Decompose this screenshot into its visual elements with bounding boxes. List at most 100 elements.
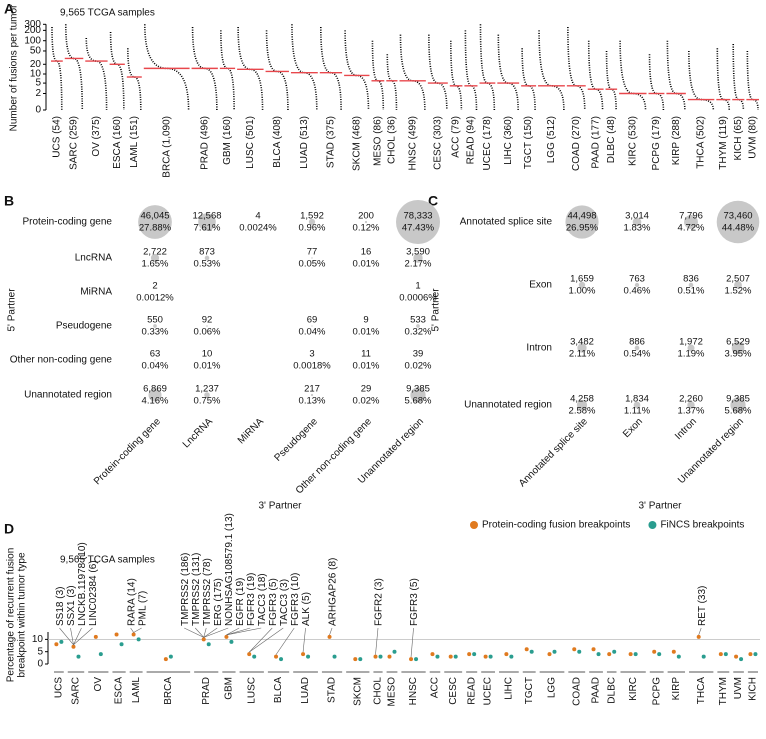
y-tick-label: 2	[35, 88, 41, 99]
breakpoint-dot	[718, 652, 723, 657]
bubble	[308, 218, 316, 226]
annotation: FGFR3 (5)	[409, 578, 420, 626]
x-tick-label: KICH (65)	[733, 116, 744, 160]
percent-label: 47.43%	[402, 223, 435, 234]
row-label: Annotated splice site	[460, 217, 553, 228]
count-label: 63	[150, 349, 161, 360]
breakpoint-dot	[657, 652, 662, 657]
count-label: 1,972	[679, 337, 703, 348]
bubble	[396, 200, 440, 244]
fusion-curve	[371, 40, 385, 111]
percent-label: 0.04%	[142, 361, 169, 372]
annotation-category: STAD	[332, 625, 358, 636]
x-tick-label: PAAD	[591, 677, 602, 704]
fusion-curve	[399, 34, 426, 111]
percent-label: 7.61%	[194, 223, 221, 234]
bubble	[310, 393, 314, 397]
bubble	[204, 392, 210, 398]
x-tick-label: SARC	[71, 677, 82, 705]
fusion-curve	[265, 30, 289, 111]
annotation: LNCKB.11978 (10)	[77, 542, 88, 626]
fusion-curve	[716, 48, 731, 111]
annotation-leader	[698, 627, 702, 636]
x-tick-label: ACC	[430, 677, 441, 698]
annotation: FGFR3 (19)	[246, 573, 257, 626]
breakpoint-dot	[453, 654, 458, 659]
legend-label: Protein-coding fusion breakpoints	[482, 520, 630, 531]
bubble	[687, 401, 695, 409]
percent-label: 0.46%	[624, 286, 651, 297]
fusion-curve	[648, 54, 665, 111]
percent-label: 44.48%	[722, 223, 755, 234]
fusion-curve	[319, 27, 342, 111]
y-tick-label: 0	[35, 105, 41, 116]
percent-label: 3.95%	[725, 349, 752, 360]
bubble	[206, 325, 208, 327]
y-axis-title: Number of fusions per tumor	[9, 4, 20, 131]
percent-label: 0.0018%	[293, 361, 331, 372]
y-tick-label: 50	[30, 46, 42, 57]
x-tick-label: UCS	[54, 677, 65, 698]
x-tick-label: MESO (86)	[373, 116, 384, 166]
count-label: 44,498	[567, 211, 596, 222]
percent-label: 0.12%	[353, 223, 380, 234]
x-tick-label: THYM (119)	[718, 116, 729, 170]
percent-label: 0.02%	[405, 361, 432, 372]
x-tick-label: CHOL (36)	[387, 116, 398, 164]
breakpoint-dot	[552, 649, 557, 654]
x-tick-label: PRAD	[201, 677, 212, 705]
breakpoint-dot	[353, 657, 358, 662]
breakpoint-dot	[607, 652, 612, 657]
annotation: RET (33)	[697, 586, 708, 626]
count-label: 2,722	[143, 247, 167, 258]
breakpoint-dot	[529, 649, 534, 654]
breakpoint-dot	[168, 654, 173, 659]
x-tick-label: SKCM (468)	[351, 116, 362, 171]
fusion-curve	[587, 40, 604, 111]
x-tick-label: KICH	[748, 677, 759, 701]
annotation: RARA (14)	[126, 578, 137, 626]
x-tick-label: KIRC	[628, 677, 639, 701]
count-label: 69	[307, 315, 318, 326]
breakpoint-dot	[332, 654, 337, 659]
x-tick-label: CHOL	[373, 677, 384, 705]
percent-label: 5.68%	[725, 406, 752, 417]
count-label: 1	[415, 281, 420, 292]
annotation-leader	[195, 627, 204, 638]
count-label: 533	[410, 315, 426, 326]
count-label: 2,260	[679, 394, 703, 405]
bubble	[410, 387, 426, 403]
count-label: 200	[358, 211, 374, 222]
column-label: Intron	[673, 416, 699, 442]
percent-label: 0.33%	[142, 327, 169, 338]
panel-a-title: 9,565 TCGA samples	[60, 8, 155, 19]
y-axis-title: 5' Partner	[7, 288, 18, 332]
percent-label: 0.06%	[194, 327, 221, 338]
bubble	[413, 253, 423, 263]
annotation-leader	[203, 627, 207, 638]
annotation-leader	[184, 627, 204, 638]
count-label: 46,045	[140, 211, 169, 222]
x-tick-label: BLCA	[273, 677, 284, 703]
y-tick-label: 0	[37, 659, 43, 670]
bubble	[688, 282, 694, 288]
count-label: 1,237	[195, 384, 219, 395]
annotation: SSX1 (3)	[66, 585, 77, 626]
percent-label: 1.65%	[142, 259, 169, 270]
count-label: 763	[629, 274, 645, 285]
annotation-leader	[226, 627, 262, 636]
count-label: 217	[304, 384, 320, 395]
y-tick-label: 100	[24, 35, 41, 46]
count-label: 9,385	[726, 394, 750, 405]
bubble	[153, 324, 157, 328]
breakpoint-dot	[739, 657, 744, 662]
bubble	[687, 344, 695, 352]
x-tick-label: MESO	[387, 677, 398, 707]
x-tick-label: CESC	[448, 677, 459, 705]
x-tick-label: ESCA (160)	[112, 116, 123, 169]
percent-label: 0.0024%	[239, 223, 277, 234]
breakpoint-dot	[119, 642, 124, 647]
annotation: TACC3 (3)	[279, 579, 290, 626]
fusion-curve	[428, 34, 448, 111]
breakpoint-dot	[633, 652, 638, 657]
